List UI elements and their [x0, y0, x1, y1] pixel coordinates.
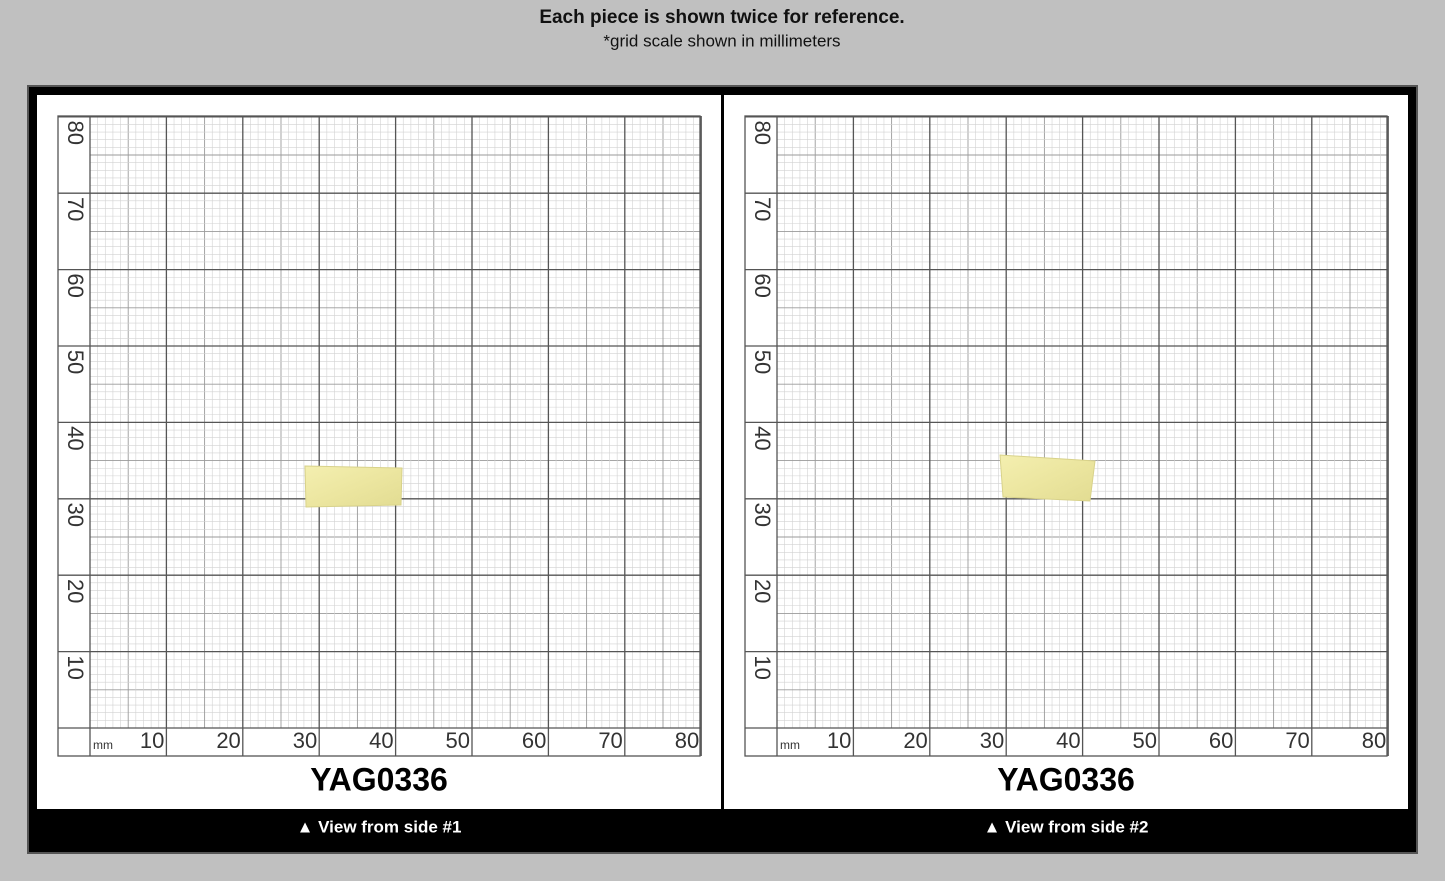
x-scale-label: 80	[675, 728, 699, 753]
panels: mm 10 20 30 40 50 60 70 80 10 20 30 40 50 60 70 80 YAG033…	[37, 95, 1408, 836]
y-scale-label: 30	[63, 503, 88, 527]
x-scale-label: 10	[140, 728, 164, 753]
panel: mm 10 20 30 40 50 60 70 80 10 20 30 40 50 60 70 80 YAG033…	[724, 95, 1408, 836]
panel: mm 10 20 30 40 50 60 70 80 10 20 30 40 50 60 70 80 YAG033…	[37, 95, 721, 836]
panel-paper	[724, 95, 1408, 809]
gem-piece	[304, 465, 403, 508]
gem-piece	[999, 454, 1096, 502]
view-caption: ▲ View from side #2	[984, 817, 1149, 836]
product-code: YAG0336	[310, 761, 448, 797]
y-scale-label: 70	[750, 197, 775, 221]
x-scale-label: 30	[293, 728, 317, 753]
y-scale-label: 10	[63, 655, 88, 679]
y-scale-label: 40	[750, 426, 775, 450]
unit-label: mm	[780, 738, 800, 752]
y-scale-label: 60	[63, 273, 88, 297]
y-scale-label: 50	[63, 350, 88, 374]
view-caption: ▲ View from side #1	[297, 817, 462, 836]
y-scale-label: 20	[750, 579, 775, 603]
header-title: Each piece is shown twice for reference.	[539, 7, 904, 28]
y-scale-label: 10	[750, 655, 775, 679]
y-scale-label: 60	[750, 273, 775, 297]
x-scale-label: 20	[903, 728, 927, 753]
x-scale-label: 70	[1285, 728, 1309, 753]
x-scale-label: 20	[216, 728, 240, 753]
grid-border	[744, 115, 1388, 757]
x-scale-label: 70	[598, 728, 622, 753]
panel-paper	[37, 95, 721, 809]
y-scale-label: 80	[63, 121, 88, 145]
grid-border	[57, 115, 701, 757]
x-scale-label: 30	[980, 728, 1004, 753]
x-scale-label: 80	[1362, 728, 1386, 753]
y-scale-label: 50	[750, 350, 775, 374]
header-subtitle: *grid scale shown in millimeters	[603, 31, 840, 50]
y-scale-label: 30	[750, 503, 775, 527]
x-scale-label: 40	[369, 728, 393, 753]
x-scale-label: 60	[1209, 728, 1233, 753]
y-scale-label: 40	[63, 426, 88, 450]
x-scale-label: 40	[1056, 728, 1080, 753]
product-code: YAG0336	[997, 761, 1135, 797]
x-scale-label: 50	[1133, 728, 1157, 753]
y-scale-label: 80	[750, 121, 775, 145]
x-scale-label: 10	[827, 728, 851, 753]
y-scale-label: 70	[63, 197, 88, 221]
y-scale-label: 20	[63, 579, 88, 603]
x-scale-label: 50	[446, 728, 470, 753]
unit-label: mm	[93, 738, 113, 752]
x-scale-label: 60	[522, 728, 546, 753]
